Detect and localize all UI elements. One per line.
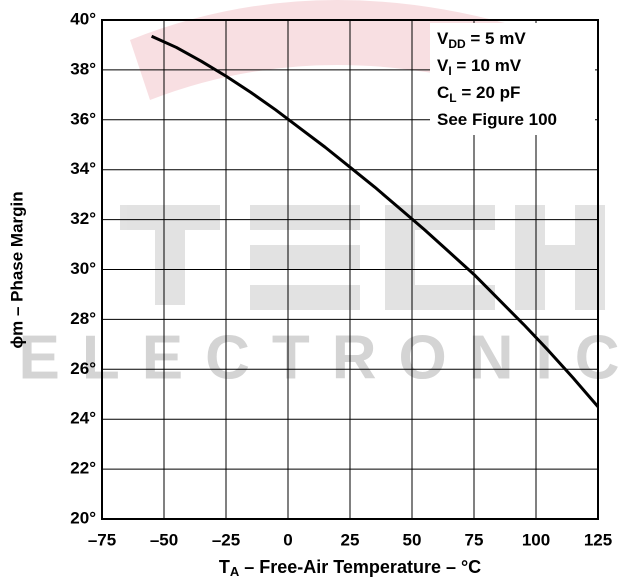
- annotation-part: C: [437, 83, 449, 102]
- x-tick-label: 50: [403, 530, 422, 549]
- annotation-part: = 20 pF: [457, 83, 521, 102]
- annotation-part: = 5 mV: [466, 29, 527, 48]
- x-tick-label: 0: [283, 530, 292, 549]
- x-tick-label: 25: [341, 530, 360, 549]
- annotation-part: V: [437, 29, 449, 48]
- subscript: L: [449, 91, 456, 105]
- y-tick-label: 20°: [70, 508, 96, 527]
- y-tick-label: 38°: [70, 59, 96, 78]
- y-tick-label: 40°: [70, 9, 96, 28]
- y-tick-label: 26°: [70, 359, 96, 378]
- x-axis-label: TA – Free-Air Temperature – °C: [219, 557, 481, 580]
- x-axis-label-part: T: [219, 557, 230, 577]
- y-tick-label: 34°: [70, 159, 96, 178]
- y-tick-label: 24°: [70, 409, 96, 428]
- subscript: DD: [448, 37, 466, 51]
- x-tick-label: 125: [584, 530, 612, 549]
- x-tick-label: 100: [522, 530, 550, 549]
- x-tick-label: –75: [88, 530, 116, 549]
- annotation-part: See Figure 100: [437, 110, 557, 129]
- y-tick-label: 32°: [70, 209, 96, 228]
- y-tick-label: 36°: [70, 109, 96, 128]
- x-tick-label: –50: [150, 530, 178, 549]
- y-tick-label: 30°: [70, 259, 96, 278]
- annotation-part: = 10 mV: [452, 56, 522, 75]
- x-axis-label-part: – Free-Air Temperature – °C: [239, 557, 481, 577]
- watermark-text: ELECTRONIC: [19, 323, 620, 392]
- annotation-part: V: [437, 56, 449, 75]
- watermark-blocks: [120, 205, 605, 310]
- y-tick-label: 22°: [70, 459, 96, 478]
- x-tick-label: 75: [465, 530, 484, 549]
- y-axis-label: ϕm – Phase Margin: [7, 191, 26, 348]
- y-tick-label: 28°: [70, 309, 96, 328]
- annotation: See Figure 100: [437, 110, 557, 129]
- x-tick-label: –25: [212, 530, 240, 549]
